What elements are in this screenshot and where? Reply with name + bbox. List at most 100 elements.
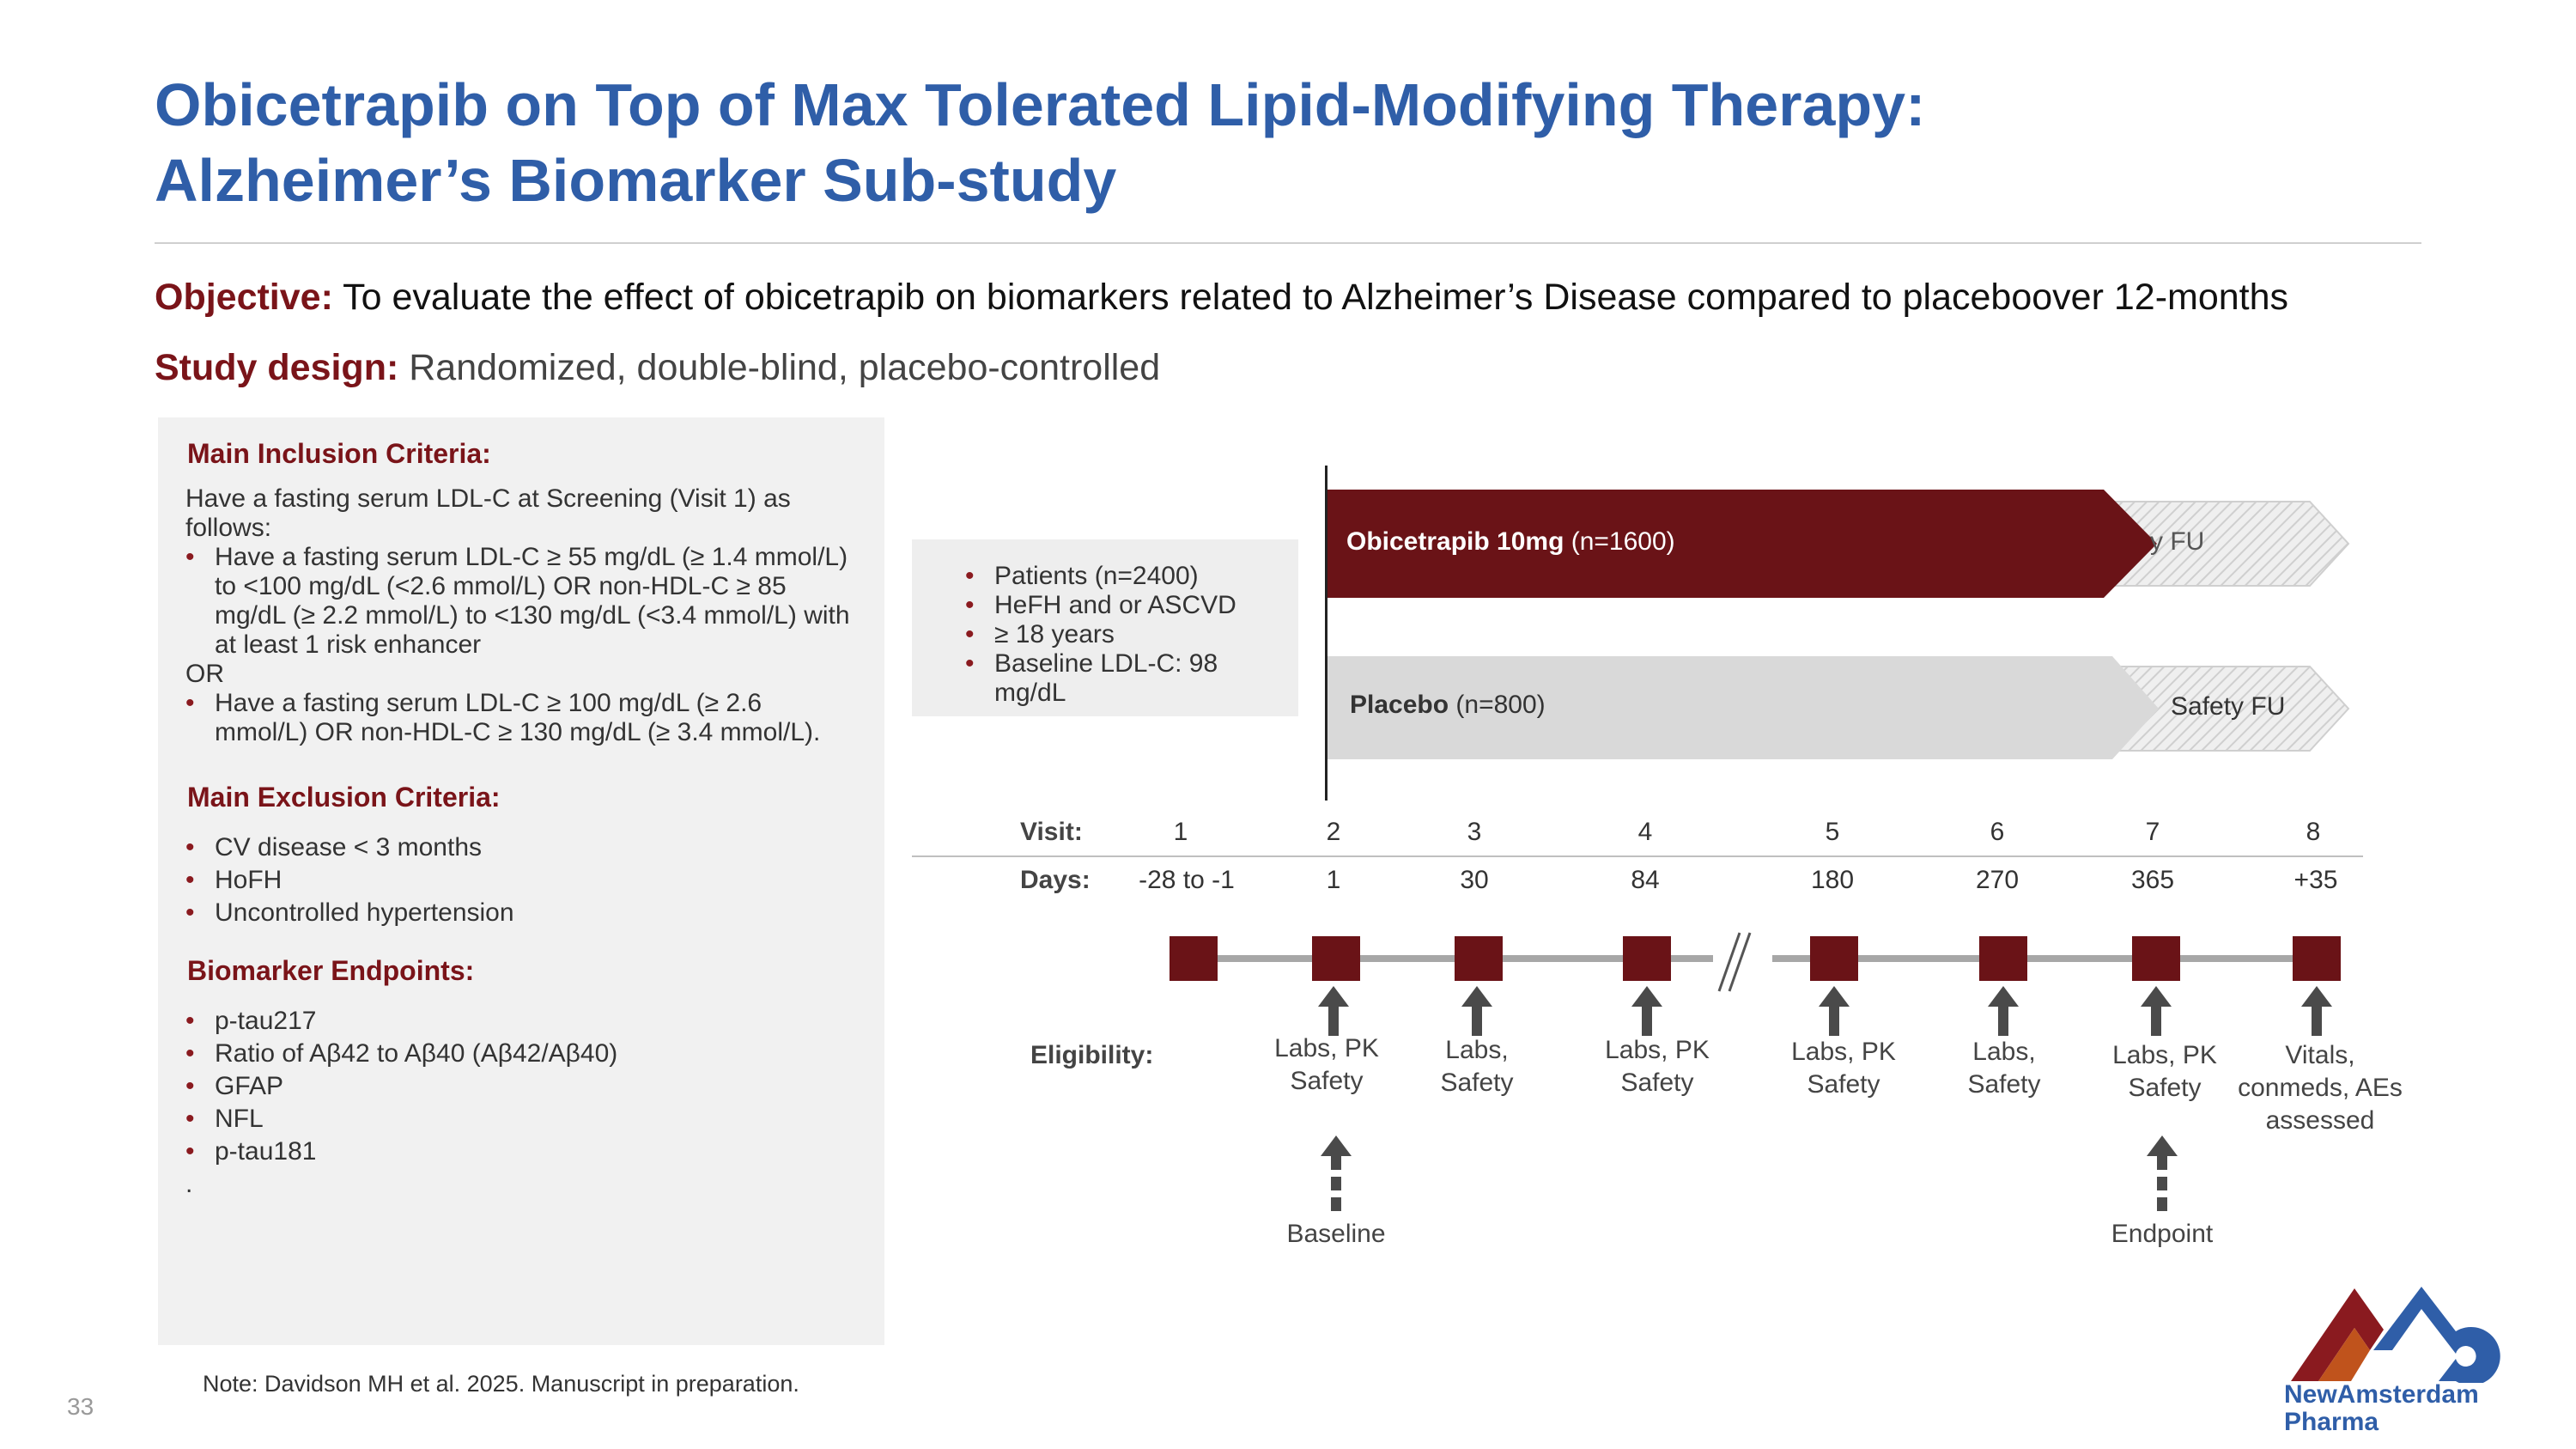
exclusion-list: CV disease < 3 months HoFH Uncontrolled … <box>167 831 854 929</box>
endpoint-item: p-tau217 <box>167 1005 854 1038</box>
visit-activity: Labs, PK Safety <box>1224 1032 1430 1098</box>
visit-marker <box>1170 936 1218 981</box>
visit-activity: Labs, PK Safety <box>1554 1034 1760 1099</box>
up-arrow-icon <box>2301 986 2332 1036</box>
objective-line: Objective: To evaluate the effect of obi… <box>155 277 2288 319</box>
placebo-arm-arrow <box>1327 656 2159 759</box>
visit-label: Visit: <box>1020 818 1083 846</box>
visit-day: 30 <box>1460 866 1489 894</box>
visit-activity: Vitals, conmeds, AEs assessed <box>2217 1039 2423 1137</box>
obicetrapib-n: (n=1600) <box>1564 527 1675 556</box>
placebo-name: Placebo <box>1350 691 1449 719</box>
endpoint-item: NFL <box>167 1103 854 1135</box>
obicetrapib-arm-label: Obicetrapib 10mg (n=1600) <box>1346 527 1675 557</box>
activity-line: conmeds, AEs <box>2238 1074 2403 1102</box>
visit-activity: Labs, PK Safety <box>2062 1039 2268 1105</box>
study-design-line: Study design: Randomized, double-blind, … <box>155 347 1160 389</box>
visit-marker <box>1810 936 1858 981</box>
exclusion-heading: Main Exclusion Criteria: <box>187 782 501 813</box>
endpoints-trailing: . <box>185 1170 193 1198</box>
study-design-label: Study design: <box>155 347 399 388</box>
activity-line: Labs, <box>1972 1038 2036 1066</box>
placebo-n: (n=800) <box>1449 691 1546 719</box>
activity-line: assessed <box>2265 1106 2375 1135</box>
logo-line2: Pharma <box>2284 1408 2379 1436</box>
visit-marker <box>1312 936 1360 981</box>
logo-line1: NewAmsterdam <box>2284 1380 2479 1409</box>
slide-title-line2: Alzheimer’s Biomarker Sub-study <box>155 147 1117 214</box>
up-arrow-icon <box>1631 986 1662 1036</box>
activity-line: Labs, <box>1445 1036 1509 1064</box>
patients-item: HeFH and or ASCVD <box>946 591 1290 620</box>
up-arrow-icon <box>1988 986 2019 1036</box>
objective-label: Objective: <box>155 277 333 318</box>
activity-line: Labs, PK <box>1605 1036 1710 1064</box>
activity-line: Labs, PK <box>1791 1038 1896 1066</box>
obicetrapib-name: Obicetrapib 10mg <box>1346 527 1564 556</box>
visit-activity: Labs, Safety <box>1374 1034 1580 1099</box>
visit-marker <box>1455 936 1503 981</box>
patients-item: Patients (n=2400) <box>946 562 1290 591</box>
inclusion-list-2: Have a fasting serum LDL-C ≥ 100 mg/dL (… <box>167 689 854 747</box>
placebo-arm-label: Placebo (n=800) <box>1350 691 1546 720</box>
footnote: Note: Davidson MH et al. 2025. Manuscrip… <box>203 1371 799 1397</box>
visit-number: 7 <box>2145 818 2160 846</box>
activity-line: Safety <box>2128 1074 2202 1102</box>
visit-number: 4 <box>1637 818 1653 846</box>
visit-day: 365 <box>2130 866 2175 894</box>
baseline-label: Baseline <box>1286 1220 1386 1248</box>
logo-mark-icon <box>2291 1287 2500 1385</box>
placebo-fu-label: Safety FU <box>2171 692 2286 721</box>
activity-line: Safety <box>1967 1070 2041 1099</box>
days-label: Days: <box>1020 866 1091 894</box>
inclusion-intro: Have a fasting serum LDL-C at Screening … <box>185 484 791 542</box>
visit-marker <box>2132 936 2180 981</box>
inclusion-heading: Main Inclusion Criteria: <box>187 438 491 469</box>
visit-number: 5 <box>1825 818 1840 846</box>
activity-line: Labs, PK <box>2112 1041 2217 1069</box>
criteria-panel: Main Inclusion Criteria: Have a fasting … <box>158 417 884 1345</box>
exclusion-item: CV disease < 3 months <box>167 831 854 864</box>
visit-marker <box>1979 936 2027 981</box>
visit-number: 3 <box>1467 818 1482 846</box>
inclusion-or: OR <box>185 660 224 688</box>
company-logo: NewAmsterdam Pharma <box>2284 1280 2516 1443</box>
activity-line: Vitals, <box>2285 1041 2355 1069</box>
title-divider <box>155 242 2421 244</box>
patients-list: Patients (n=2400) HeFH and or ASCVD ≥ 18… <box>946 562 1290 708</box>
schedule-divider <box>912 855 2363 857</box>
patients-item: ≥ 18 years <box>946 620 1290 649</box>
up-arrow-icon <box>1461 986 1492 1036</box>
randomization-line <box>1325 466 1327 801</box>
timeline-connector <box>1194 955 1713 962</box>
endpoint-item: p-tau181 <box>167 1135 854 1168</box>
logo-wordmark: NewAmsterdam Pharma <box>2284 1381 2479 1436</box>
slide-title-line1: Obicetrapib on Top of Max Tolerated Lipi… <box>155 71 1926 138</box>
patients-box: Patients (n=2400) HeFH and or ASCVD ≥ 18… <box>912 539 1298 716</box>
visit-day: 1 <box>1326 866 1341 894</box>
inclusion-item: Have a fasting serum LDL-C ≥ 100 mg/dL (… <box>167 689 854 747</box>
visit-marker <box>1623 936 1671 981</box>
endpoint-arrow-icon <box>2147 1135 2178 1211</box>
visit-number: 1 <box>1173 818 1188 846</box>
endpoint-label: Endpoint <box>2111 1220 2214 1248</box>
timeline-connector <box>1772 955 2327 962</box>
baseline-arrow-icon <box>1321 1135 1352 1211</box>
endpoints-heading: Biomarker Endpoints: <box>187 955 475 986</box>
up-arrow-icon <box>2141 986 2172 1036</box>
visit-activity: Labs, PK Safety <box>1741 1036 1947 1101</box>
visit-day: -28 to -1 <box>1139 866 1235 894</box>
exclusion-item: HoFH <box>167 864 854 897</box>
obicetrapib-fu-label: y FU <box>2150 527 2205 556</box>
inclusion-item: Have a fasting serum LDL-C ≥ 55 mg/dL (≥… <box>167 543 854 660</box>
slide-title: Obicetrapib on Top of Max Tolerated Lipi… <box>155 67 2387 218</box>
page-number: 33 <box>67 1393 94 1420</box>
activity-line: Safety <box>1807 1070 1880 1099</box>
visit-day: +35 <box>2293 866 2338 894</box>
visit-day: 180 <box>1810 866 1855 894</box>
endpoint-item: GFAP <box>167 1070 854 1103</box>
visit-day: 270 <box>1975 866 2020 894</box>
obicetrapib-arm-arrow <box>1327 490 2157 598</box>
visit-marker <box>2293 936 2341 981</box>
